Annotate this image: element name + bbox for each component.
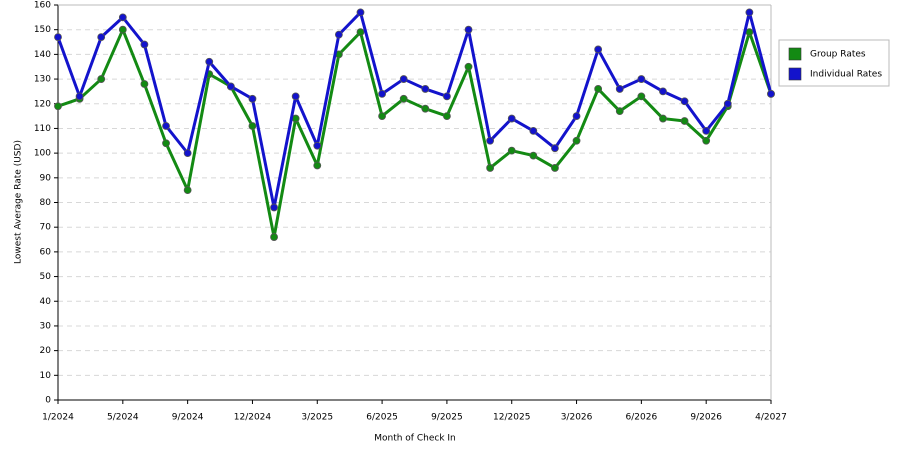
- point: [97, 33, 106, 41]
- point: [659, 114, 667, 123]
- point: [313, 141, 322, 150]
- y-tick-label: 160: [34, 1, 51, 11]
- point: [248, 94, 257, 103]
- point: [443, 112, 451, 120]
- point: [637, 75, 646, 83]
- point: [702, 136, 711, 145]
- x-tick-label: 9/2024: [172, 413, 204, 423]
- x-tick-label: 5/2024: [107, 413, 139, 423]
- point: [507, 146, 516, 155]
- point: [421, 85, 430, 93]
- point: [572, 136, 581, 145]
- series-line: [57, 28, 773, 239]
- point: [594, 45, 603, 54]
- point: [162, 139, 170, 148]
- point: [75, 92, 84, 101]
- x-tick-label: 9/2025: [431, 413, 463, 423]
- point: [378, 112, 386, 120]
- point: [486, 136, 495, 145]
- y-tick-label: 150: [34, 25, 51, 35]
- y-tick-label: 0: [45, 396, 51, 406]
- x-tick-label: 9/2026: [690, 413, 722, 423]
- point: [551, 164, 559, 172]
- x-tick-label: 6/2025: [366, 413, 398, 423]
- point: [702, 127, 711, 135]
- point: [443, 92, 451, 101]
- y-axis-title: Lowest Average Rate (USD): [14, 140, 24, 264]
- point: [572, 112, 581, 120]
- point: [54, 102, 62, 111]
- point: [507, 114, 516, 123]
- point: [745, 28, 754, 37]
- point: [529, 151, 538, 160]
- x-tick-label: 12/2025: [493, 413, 530, 423]
- point: [248, 122, 257, 130]
- y-tick-label: 110: [34, 124, 51, 134]
- point: [118, 13, 127, 22]
- y-tick-label: 140: [34, 50, 51, 60]
- y-tick-label: 30: [40, 321, 52, 331]
- y-tick-label: 40: [40, 297, 52, 307]
- legend-label: Individual Rates: [810, 70, 882, 80]
- point: [205, 57, 214, 66]
- point: [162, 122, 170, 130]
- y-tick-label: 120: [34, 99, 51, 109]
- point: [680, 117, 689, 125]
- point: [97, 75, 106, 83]
- y-tick-label: 130: [34, 75, 51, 85]
- y-tick-label: 50: [40, 272, 52, 282]
- point: [270, 233, 278, 241]
- point: [529, 127, 538, 135]
- point: [54, 33, 62, 41]
- point: [140, 80, 149, 88]
- point: [767, 89, 775, 98]
- y-tick-label: 10: [40, 371, 52, 381]
- y-tick-label: 90: [40, 173, 52, 183]
- x-tick-label: 3/2025: [301, 413, 333, 423]
- point: [270, 203, 278, 212]
- point: [551, 144, 559, 153]
- point: [226, 82, 235, 91]
- point: [334, 30, 343, 39]
- point: [615, 107, 624, 116]
- point: [486, 164, 495, 172]
- point: [680, 97, 689, 106]
- point: [399, 94, 408, 103]
- y-tick-label: 70: [40, 223, 52, 233]
- point: [399, 75, 408, 83]
- point: [118, 25, 127, 34]
- point: [140, 40, 149, 49]
- point: [745, 8, 754, 17]
- y-tick-label: 80: [40, 198, 52, 208]
- point: [356, 8, 365, 17]
- point: [291, 92, 300, 101]
- legend-swatch: [788, 67, 802, 81]
- point: [723, 99, 732, 108]
- point: [378, 89, 386, 98]
- x-tick-label: 3/2026: [561, 413, 593, 423]
- point: [464, 25, 473, 34]
- y-tick-label: 60: [40, 247, 52, 257]
- legend-label: Group Rates: [810, 50, 866, 60]
- x-tick-label: 4/2027: [755, 413, 787, 423]
- point: [356, 28, 365, 37]
- point: [659, 87, 667, 96]
- point: [183, 149, 192, 158]
- point: [594, 85, 603, 93]
- x-tick-label: 1/2024: [42, 413, 74, 423]
- point: [183, 186, 192, 195]
- series-line: [56, 10, 773, 209]
- legend-swatch: [788, 47, 802, 61]
- point: [464, 62, 473, 71]
- point: [421, 104, 430, 113]
- point: [313, 161, 322, 170]
- x-tick-label: 6/2026: [626, 413, 658, 423]
- point: [615, 85, 624, 93]
- y-tick-label: 100: [34, 149, 51, 159]
- x-axis-title: Month of Check In: [374, 434, 456, 444]
- point: [637, 92, 646, 101]
- y-tick-label: 20: [40, 346, 52, 356]
- x-tick-label: 12/2024: [234, 413, 272, 423]
